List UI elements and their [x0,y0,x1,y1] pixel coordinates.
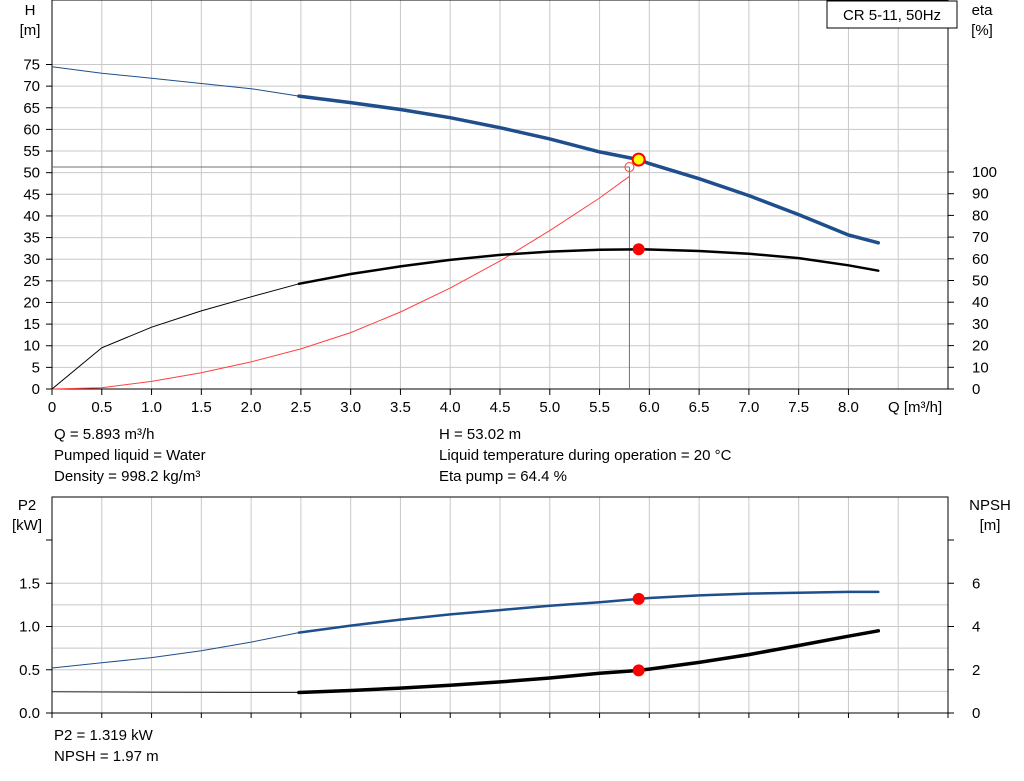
eta-tick-label: 30 [972,316,989,333]
head-tick-label: 5 [32,359,40,376]
head-tick-label: 0 [32,381,40,398]
eta-pump-readout: Eta pump = 64.4 % [439,468,567,485]
x-tick-label: 6.5 [689,399,710,416]
eta-tick-label: 90 [972,186,989,203]
npsh-tick-label: 6 [972,575,980,592]
density-readout: Density = 998.2 kg/m³ [54,468,201,485]
eta-axis-unit: [%] [971,22,993,39]
x-axis-label: Q [m³/h] [888,399,942,416]
npsh-tick-label: 0 [972,705,980,722]
npsh-curve [297,629,881,695]
head-tick-label: 55 [23,143,40,160]
x-tick-label: 7.0 [738,399,759,416]
p2-curve [297,590,880,634]
npsh-axis-unit: [m] [980,517,1001,534]
p2-axis-unit: [kW] [12,517,42,534]
eta-axis-label: eta [972,2,994,19]
eta-curve [297,248,880,286]
head-tick-label: 10 [23,338,40,355]
head-axis-label: H [25,2,36,19]
top-grid [51,0,949,390]
eta-tick-label: 20 [972,338,989,355]
x-tick-label: 1.5 [191,399,212,416]
eta-curve-thin [51,283,300,390]
npsh-curve-thin [51,691,299,693]
info-block-top-right: H = 53.02 m Liquid temperature during op… [439,424,731,487]
npsh-tick-label: 2 [972,662,980,679]
liquid-temperature-readout: Liquid temperature during operation = 20… [439,447,732,464]
head-tick-label: 75 [23,57,40,74]
eta-tick-label: 0 [972,381,980,398]
info-block-bottom: P2 = 1.319 kW NPSH = 1.97 m [54,725,159,767]
p2-tick-label: 1.0 [19,619,40,636]
eta-tick-label: 80 [972,207,989,224]
head-tick-label: 40 [23,208,40,225]
flow-readout: Q = 5.893 m³/h [54,426,155,443]
pump-title-box [826,0,958,29]
x-tick-label: 3.5 [390,399,411,416]
p2-readout: P2 = 1.319 kW [54,727,153,744]
head-readout: H = 53.02 m [439,426,522,443]
x-tick-label: 2.0 [241,399,262,416]
p2-curve-thin [51,632,299,669]
pump-title: CR 5-11, 50Hz [843,7,941,24]
eta-tick-label: 40 [972,294,989,311]
eta-tick-label: 70 [972,229,989,246]
head-tick-label: 20 [23,294,40,311]
x-tick-label: 0 [48,399,56,416]
x-tick-label: 2.5 [290,399,311,416]
head-curve [297,94,881,245]
x-tick-label: 0.5 [91,399,112,416]
head-tick-label: 45 [23,186,40,203]
p2-tick-label: 0.5 [19,662,40,679]
x-tick-label: 1.0 [141,399,162,416]
npsh-axis-label: NPSH [969,497,1011,514]
x-tick-label: 8.0 [838,399,859,416]
head-curve-thin [51,66,299,97]
head-tick-label: 15 [23,316,40,333]
eta-tick-label: 100 [972,164,997,181]
pumped-liquid-readout: Pumped liquid = Water [54,447,206,464]
p2-tick-label: 0.0 [19,705,40,722]
info-block-top-left: Q = 5.893 m³/h Pumped liquid = Water Den… [54,424,206,487]
x-tick-label: 4.5 [490,399,511,416]
head-operating-point-marker [631,152,646,167]
head-tick-label: 60 [23,121,40,138]
p2-operating-point-marker [632,592,645,605]
system-curve [51,175,630,390]
p2-tick-label: 1.5 [19,575,40,592]
head-tick-label: 65 [23,100,40,117]
npsh-operating-point-marker [632,664,645,677]
x-tick-label: 3.0 [340,399,361,416]
head-tick-label: 70 [23,78,40,95]
duty-point-marker [624,162,635,173]
bottom-grid [51,497,949,714]
eta-operating-point-marker [632,243,645,256]
eta-tick-label: 50 [972,273,989,290]
x-tick-label: 5.5 [589,399,610,416]
head-tick-label: 50 [23,165,40,182]
head-tick-label: 25 [23,273,40,290]
npsh-tick-label: 4 [972,619,980,636]
x-tick-label: 7.5 [788,399,809,416]
head-axis-unit: [m] [20,22,41,39]
eta-tick-label: 10 [972,359,989,376]
x-tick-label: 5.0 [539,399,560,416]
head-tick-label: 30 [23,251,40,268]
eta-tick-label: 60 [972,251,989,268]
x-tick-label: 6.0 [639,399,660,416]
x-tick-label: 4.0 [440,399,461,416]
head-tick-label: 35 [23,230,40,247]
p2-axis-label: P2 [18,497,36,514]
npsh-readout: NPSH = 1.97 m [54,748,159,765]
